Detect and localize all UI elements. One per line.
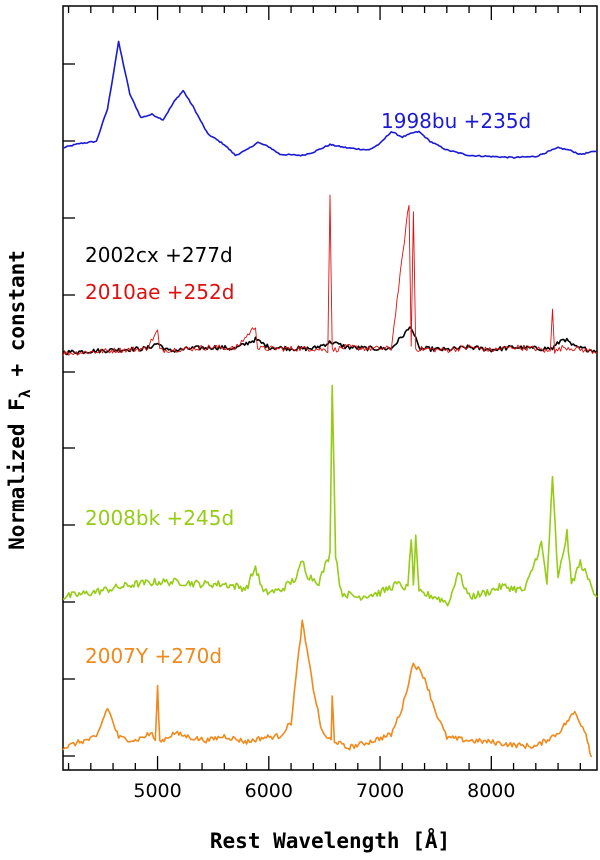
x-tick-label-7000: 7000 <box>356 780 404 802</box>
svg-text:Normalized Fλ + constant: Normalized Fλ + constant <box>5 250 34 550</box>
x-axis-label: Rest Wavelength [Å] <box>210 828 450 853</box>
series-group <box>62 40 598 758</box>
x-tick-label-8000: 8000 <box>467 780 515 802</box>
series-label-2007Y: 2007Y +270d <box>85 644 222 668</box>
plot-frame <box>62 5 598 771</box>
x-axis: 5000 6000 7000 8000 <box>67 6 581 802</box>
series-label-1998bu: 1998bu +235d <box>381 109 531 133</box>
spectrum-line-2002cx <box>62 326 598 356</box>
y-axis-label-main: Normalized F <box>5 398 29 550</box>
y-axis-label-tail: + constant <box>5 250 29 389</box>
y-axis-label-sub: λ <box>16 389 34 398</box>
spectrum-line-2008bk <box>62 384 598 607</box>
spectrum-line-2010ae <box>62 194 598 356</box>
y-axis-label: Normalized Fλ + constant <box>5 250 34 550</box>
x-tick-label-6000: 6000 <box>245 780 293 802</box>
y-axis <box>63 63 75 757</box>
x-tick-label-5000: 5000 <box>133 780 181 802</box>
spectrum-line-1998bu <box>62 40 598 159</box>
series-label-2008bk: 2008bk +245d <box>85 506 234 530</box>
series-label-2002cx: 2002cx +277d <box>85 243 233 267</box>
spectrum-line-2007Y <box>62 619 593 758</box>
series-label-2010ae: 2010ae +252d <box>85 280 234 304</box>
